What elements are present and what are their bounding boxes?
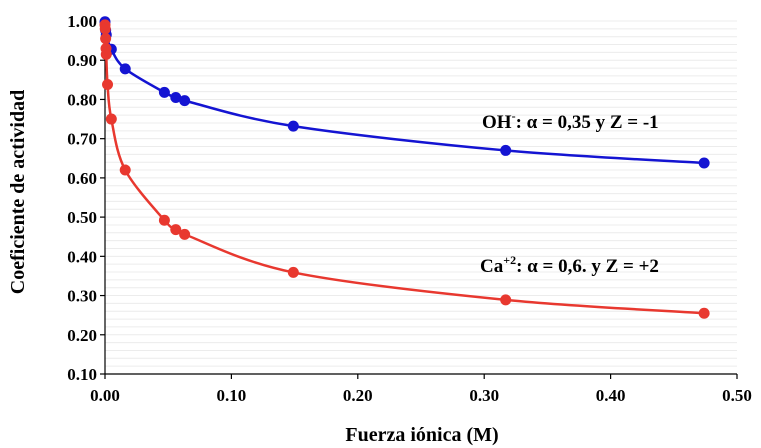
y-tick-label: 0.90 (67, 51, 97, 70)
y-tick-label: 0.10 (67, 365, 97, 384)
series-1-point (105, 113, 117, 125)
series-1-point (287, 266, 299, 278)
y-tick-label: 1.00 (67, 12, 97, 31)
series-0-point (119, 63, 131, 75)
series-0-point (158, 86, 170, 98)
gridlines (105, 20, 737, 375)
series-1-point (158, 214, 170, 226)
y-axis-title: Coeficiente de actividad (7, 90, 29, 294)
series-0-line (103, 21, 705, 165)
annotation-oh: OH-: α = 0,35 y Z = -1 (482, 109, 659, 133)
series-0-point (698, 157, 710, 169)
x-tick-label: 0.50 (722, 386, 752, 405)
x-tick-label: 0.20 (343, 386, 373, 405)
annotation-ca-text: : α = 0,6. y Z = +2 (516, 256, 659, 277)
series-1-point (698, 307, 710, 319)
y-tick-label: 0.80 (67, 90, 97, 109)
series-0-point (500, 144, 512, 156)
x-axis-title: Fuerza iónica (M) (345, 424, 498, 446)
annotation-ca-superscript: +2 (503, 253, 516, 267)
series-1-point (100, 33, 112, 45)
series-1-point (100, 48, 112, 60)
y-tick-label: 0.70 (67, 130, 97, 149)
series-0-point (170, 91, 182, 103)
y-tick-label: 0.20 (67, 326, 97, 345)
y-tick-label: 0.50 (67, 208, 97, 227)
y-tick-label: 0.60 (67, 169, 97, 188)
series-1-point (99, 23, 111, 35)
x-tick-label: 0.10 (217, 386, 247, 405)
annotation-oh-base: OH (482, 112, 512, 133)
x-tick-label: 0.30 (469, 386, 499, 405)
annotation-ca: Ca+2: α = 0,6. y Z = +2 (480, 253, 659, 277)
series-1-point (179, 228, 191, 240)
y-tick-label: 0.30 (67, 287, 97, 306)
annotation-oh-superscript: - (512, 109, 516, 123)
y-tick-labels: 0.10 0.20 0.30 0.40 0.50 0.60 0.70 0.80 0.90 1.00 (67, 12, 97, 384)
series-layer (99, 16, 710, 319)
annotation-ca-base: Ca (480, 256, 504, 277)
axes (100, 20, 738, 379)
series-0-point (287, 120, 299, 132)
series-1-point (170, 224, 182, 236)
x-tick-label: 0.40 (596, 386, 626, 405)
x-tick-labels: 0.00 0.10 0.20 0.30 0.40 0.50 (90, 386, 752, 405)
x-tick-label: 0.00 (90, 386, 120, 405)
series-0-point (179, 95, 191, 107)
series-1-point (119, 164, 131, 176)
annotation-oh-text: : α = 0,35 y Z = -1 (516, 112, 659, 133)
series-1-point (500, 294, 512, 306)
series-1-point (102, 79, 114, 91)
y-tick-label: 0.40 (67, 247, 97, 266)
